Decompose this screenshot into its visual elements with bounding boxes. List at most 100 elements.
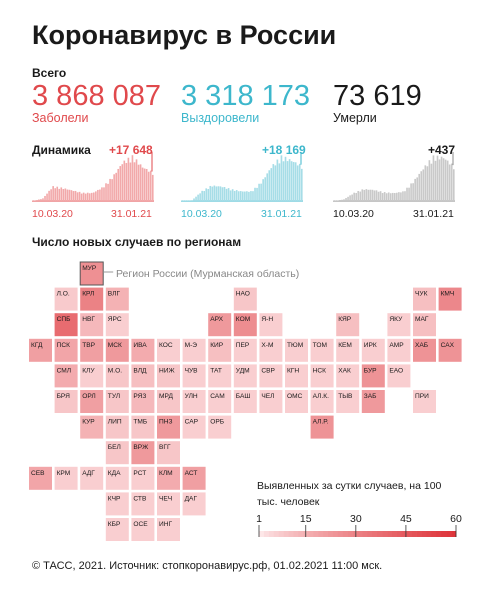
cases-spark-bar [78,191,81,201]
region-cell-ЯРС: ЯРС [105,313,129,337]
recovered-total: 3 318 173 [181,80,311,112]
deaths-total: 73 619 [333,80,422,112]
region-cell-ЕАО: ЕАО [387,364,411,388]
deaths-spark-bar [385,193,388,201]
region-cell-ПНЗ: ПНЗ [157,415,180,439]
region-cell-fill [80,338,104,362]
region-cell-ВГГ: ВГГ [157,441,180,465]
region-code-label: УДМ [236,367,250,374]
region-code-label: ЗАБ [364,393,377,400]
region-code-label: Л.О. [57,291,70,298]
recovered-label: Выздоровели [181,111,260,125]
region-code-label: ТАТ [210,367,222,374]
recovered-spark-bar [300,168,303,201]
deaths-spark-bar [402,191,404,201]
region-code-label: КРМ [57,470,71,477]
region-code-label: ХАБ [415,342,428,349]
region-code-label: КЛУ [82,367,95,374]
cases-spark-bar [135,159,138,201]
region-cell-ТУЛ: ТУЛ [105,390,129,413]
region-code-label: ОРБ [210,419,224,426]
cases-date-end: 31.01.21 [111,208,152,220]
legend-gradient-step [337,531,344,537]
region-cell-ТВР: ТВР [80,338,104,362]
recovered-spark-bar [211,186,214,201]
deaths-spark-bar [416,177,418,201]
region-cell-БЕЛ: БЕЛ [105,441,129,465]
region-code-label: ЕАО [389,367,403,374]
region-cell-РЯЗ: РЯЗ [131,390,155,413]
region-cell-АДГ: АДГ [80,466,104,490]
cases-spark-bar [149,170,152,201]
region-code-label: КИР [210,342,224,349]
region-cell-fill [131,492,155,516]
region-code-label: ЯКУ [389,316,403,323]
deaths-spark-bar [355,192,357,201]
cases-spark-bar [50,189,52,201]
region-cell-fill [413,287,436,311]
recovered-spark-bar [199,193,201,201]
region-cell-fill [387,338,411,362]
recovered-spark-bar [292,162,295,201]
region-cell-ВРЖ: ВРЖ [131,441,155,465]
region-cell-fill [29,466,52,490]
region-cell-fill [182,466,206,490]
legend-gradient-step [342,531,348,537]
region-cell-ЛИП: ЛИП [105,415,129,439]
region-code-label: ВРЖ [133,444,148,451]
legend-gradient-step [382,531,388,537]
region-cell-fill [54,466,78,490]
recovered-spark-bar [294,162,297,201]
cases-spark-bar [84,193,87,201]
recovered-spark-bar [213,185,216,201]
recovered-spark-bar [284,156,287,201]
region-cell-СМЛ: СМЛ [54,364,78,388]
region-cell-fill [336,338,360,362]
region-code-label: ЧУК [415,291,428,298]
cases-spark-bar [103,187,105,201]
recovered-spark-bar [237,191,240,201]
region-cell-fill [105,466,129,490]
legend-gradient-step [396,531,403,537]
region-cell-УДМ: УДМ [233,364,257,388]
deaths-date-start: 10.03.20 [333,208,374,220]
cases-spark-bar [40,199,42,201]
cases-spark-bar [60,187,63,201]
region-cell-fill [182,338,206,362]
deaths-spark-bar [426,166,429,201]
deaths-spark-bar [353,192,355,201]
deaths-spark-bar [434,160,437,201]
region-cell-fill [80,313,104,337]
legend-gradient-step [387,531,393,537]
cases-spark-bar [119,166,122,201]
region-cell-fill [182,364,206,388]
region-code-label: СВР [261,367,275,374]
region-code-label: АМР [389,342,404,349]
region-cell-fill [438,287,462,311]
region-code-label: РЯЗ [133,393,146,400]
cases-spark-bar [123,160,126,201]
region-cell-ТЮМ: ТЮМ [285,338,308,362]
region-cell-fill [438,338,462,362]
region-cell-fill [105,364,129,388]
region-code-label: НВГ [82,316,95,323]
region-cell-fill [29,338,52,362]
region-cell-ЧЕЛ: ЧЕЛ [259,390,283,413]
cases-spark-bar [131,155,134,201]
region-cell-fill [105,390,129,413]
region-cell-fill [310,364,334,388]
region-cell-fill [285,364,308,388]
region-code-label: МСК [108,342,122,349]
recovered-spark-bar [225,188,228,201]
region-code-label: ЧЕЛ [261,393,274,400]
recovered-spark-bar [215,186,218,201]
deaths-spark-bar [343,199,345,201]
region-code-label: Я-Н [261,316,273,323]
region-code-label: КЧР [108,495,121,502]
region-code-label: КРЛ [82,291,94,298]
region-cell-КГД: КГД [29,338,52,362]
footer-source: © ТАСС, 2021. Источник: стопкоронавирус.… [32,560,383,572]
region-cell-КБР: КБР [105,518,129,541]
legend-gradient-step [347,531,353,537]
region-cell-САР: САР [182,415,206,439]
